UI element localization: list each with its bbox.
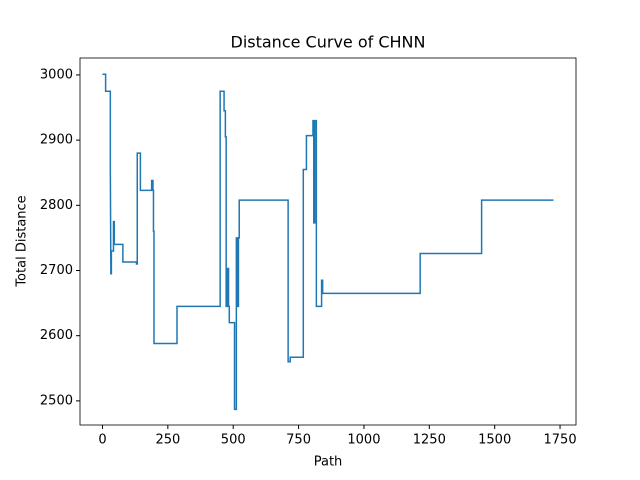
- y-tick-label: 2700: [40, 263, 73, 278]
- plot-frame: [79, 57, 577, 426]
- y-tick-label: 2500: [40, 393, 73, 408]
- x-tick-label: 1250: [413, 433, 446, 448]
- x-tick-label: 1500: [478, 433, 511, 448]
- x-tick-label: 0: [98, 433, 106, 448]
- x-tick-label: 500: [221, 433, 246, 448]
- chart-title: Distance Curve of CHNN: [231, 33, 426, 52]
- y-tick-label: 2900: [40, 133, 73, 148]
- x-tick-label: 250: [155, 433, 180, 448]
- x-axis-label: Path: [314, 455, 343, 470]
- line-series: [102, 73, 554, 411]
- y-tick-label: 2800: [40, 198, 73, 213]
- y-tick-label: 2600: [40, 328, 73, 343]
- y-tick-label: 3000: [40, 67, 73, 82]
- x-tick-label: 1000: [347, 433, 380, 448]
- x-tick-label: 1750: [544, 433, 577, 448]
- y-axis-label: Total Distance: [15, 195, 30, 287]
- x-tick-label: 750: [286, 433, 311, 448]
